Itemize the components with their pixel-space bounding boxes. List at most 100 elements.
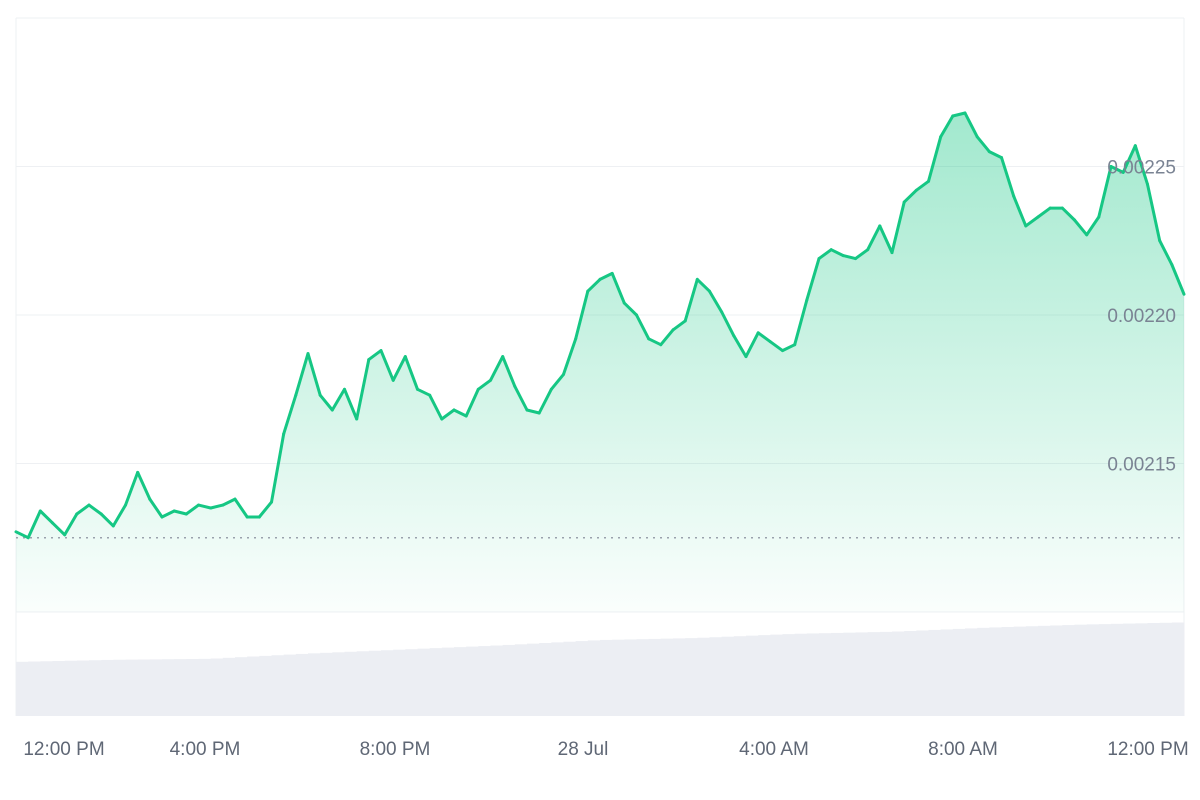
volume-bar — [1135, 623, 1148, 716]
volume-bar — [892, 631, 905, 716]
volume-bar — [709, 637, 723, 716]
y-tick-label: 0.00220 — [1107, 306, 1176, 327]
x-tick-label: 8:00 PM — [360, 739, 431, 760]
volume-bar — [478, 646, 491, 716]
price-line-segment — [148, 497, 164, 519]
volume-bar — [636, 639, 650, 716]
price-line-segment — [1170, 263, 1186, 296]
volume-layer — [16, 622, 1185, 717]
volume-bar — [685, 638, 698, 716]
volume-bar — [417, 648, 431, 716]
volume-bar — [235, 657, 248, 716]
price-line-segment — [1109, 165, 1125, 174]
y-axis-ticks: 0.00215 0.00220 0.00225 — [1107, 158, 1176, 476]
x-tick-label: 28 Jul — [558, 739, 609, 760]
price-line-segment — [1036, 206, 1052, 219]
volume-bar — [624, 639, 637, 716]
price-line-segment — [379, 349, 395, 382]
price-line-segment — [1146, 182, 1162, 243]
price-line-segment — [136, 470, 152, 501]
volume-bar — [125, 659, 139, 716]
volume-bar — [1062, 625, 1075, 717]
price-line-segment — [355, 358, 371, 421]
volume-bar — [113, 659, 126, 716]
price-line-segment — [951, 111, 967, 118]
volume-bar — [1025, 626, 1039, 717]
volume-bar — [831, 632, 844, 716]
volume-bar — [222, 657, 236, 717]
volume-bar — [733, 636, 747, 716]
volume-bar — [782, 634, 796, 716]
price-line-segment — [318, 393, 334, 412]
price-line-segment — [330, 387, 346, 412]
volume-bar — [514, 644, 528, 716]
volume-bar — [575, 641, 589, 716]
x-axis-ticks: 12:00 PM 4:00 PM 8:00 PM 28 Jul 4:00 AM 8:00 … — [23, 739, 1188, 760]
volume-bar — [1001, 627, 1015, 716]
price-line-segment — [282, 393, 298, 436]
volume-bar — [527, 643, 540, 716]
volume-bar — [393, 649, 406, 716]
price-line-segment — [914, 179, 930, 192]
price-line-segment — [695, 277, 711, 293]
price-line-segment — [440, 408, 456, 421]
price-line-segment — [768, 340, 784, 353]
price-line-segment — [416, 387, 432, 397]
price-line-segment — [635, 313, 651, 341]
price-line-segment — [14, 530, 30, 540]
volume-bar — [295, 653, 309, 716]
volume-bar — [794, 633, 808, 716]
volume-bar — [210, 658, 224, 717]
price-line-segment — [1097, 165, 1113, 219]
price-line-segment — [403, 355, 419, 391]
volume-bar — [137, 659, 151, 716]
price-line-segment — [197, 503, 213, 510]
volume-bar — [16, 661, 29, 716]
volume-bar — [64, 660, 78, 716]
x-tick-label: 8:00 AM — [928, 739, 998, 760]
volume-bar — [989, 627, 1002, 716]
price-line-segment — [781, 343, 797, 353]
price-line-segment — [452, 408, 468, 418]
volume-bar — [1123, 623, 1136, 716]
volume-bar — [247, 656, 260, 716]
volume-bar — [259, 655, 272, 717]
price-line-segment — [75, 503, 91, 516]
price-line-segment — [306, 352, 322, 397]
volume-bar — [867, 632, 881, 716]
volume-bar — [89, 660, 102, 716]
price-line-segment — [708, 289, 724, 314]
price-line-segment — [1060, 206, 1076, 222]
price-line-segment — [987, 150, 1003, 160]
price-line-segment — [817, 248, 833, 261]
volume-bar — [198, 658, 212, 717]
price-line-segment — [647, 337, 663, 347]
volume-bar — [76, 660, 90, 716]
price-line-segment — [87, 503, 103, 516]
price-line-segment — [270, 432, 286, 504]
x-tick-label: 12:00 PM — [1107, 739, 1188, 760]
price-line-segment — [610, 271, 626, 305]
price-line-segment — [586, 277, 602, 293]
volume-bar — [721, 636, 735, 716]
volume-bar — [770, 634, 783, 716]
price-line-segment — [1085, 215, 1101, 237]
price-line-segment — [927, 135, 943, 183]
price-line-segment — [367, 349, 383, 362]
price-line-segment — [501, 355, 517, 388]
price-line-segment — [659, 328, 675, 347]
price-line-segment — [732, 334, 748, 359]
volume-bar — [855, 632, 869, 716]
price-line-segment — [1121, 144, 1137, 174]
x-tick-label: 4:00 PM — [170, 739, 241, 760]
volume-bar — [368, 650, 382, 716]
volume-bar — [454, 647, 467, 716]
price-line-segment — [720, 310, 736, 338]
price-line-segment — [671, 319, 687, 332]
price-line-segment — [343, 387, 359, 421]
volume-bar — [1159, 622, 1173, 716]
price-line-segment — [1024, 215, 1040, 228]
volume-bar — [320, 652, 333, 716]
